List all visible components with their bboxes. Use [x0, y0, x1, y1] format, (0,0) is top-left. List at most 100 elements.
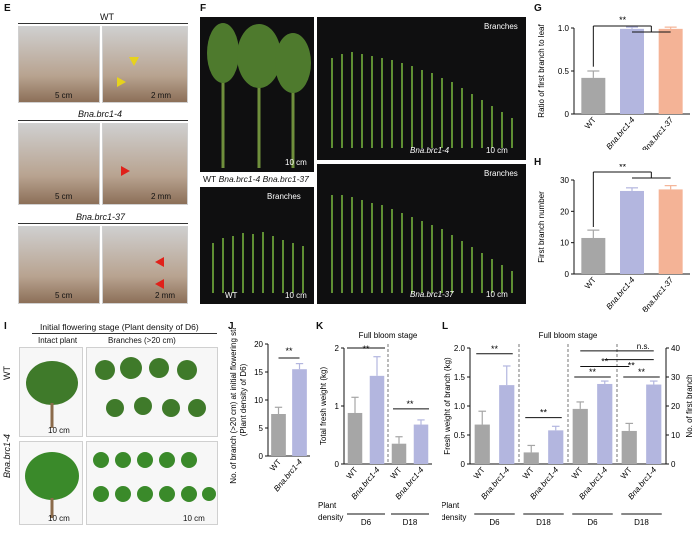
y2-tick-label: 10 [671, 431, 680, 440]
x-tick-label: Bna.brc1-4 [604, 115, 636, 150]
panel-I-row1: WT [2, 366, 12, 380]
plant-silhouettes [207, 23, 311, 168]
yellow-arrow-icon [117, 77, 126, 87]
group-label: D18 [634, 518, 649, 527]
panel-label-I: I [4, 321, 7, 332]
significance-label: ** [601, 357, 609, 367]
bar [621, 430, 637, 464]
branch-silhouettes [212, 232, 304, 293]
bar [499, 385, 515, 464]
group-label: D6 [361, 518, 372, 527]
group-label: D18 [403, 518, 418, 527]
x-tick-label: WT [345, 465, 360, 480]
chart-title: Full bloom stage [359, 331, 418, 340]
y-tick-label: 2.0 [454, 344, 466, 353]
x-tick-label: WT [389, 465, 404, 480]
red-arrow-icon [155, 279, 164, 289]
scale-bar-label: 10 cm [48, 426, 70, 435]
chart-J: 0 5 10 15 20 No. of branch (>20 cm) at initia… [229, 328, 310, 493]
bar [391, 443, 407, 464]
x-tick-label: WT [521, 465, 536, 480]
y-tick-label: 15 [254, 368, 263, 377]
significance-label: ** [589, 367, 597, 377]
yellow-arrow-icon [129, 57, 139, 66]
panel-E-wt-closeup-photo: 2 mm [102, 26, 188, 103]
y-tick-label: 5 [259, 424, 264, 433]
bar [597, 383, 613, 464]
panel-I-wt-plant-photo: 10 cm [19, 347, 83, 437]
bar [413, 424, 429, 464]
bar [347, 412, 363, 464]
bar [271, 414, 286, 456]
branch-silhouettes [331, 195, 513, 293]
panel-F-brc1-4-genotype: Bna.brc1-4 [410, 146, 450, 155]
panel-E-row2-rule [18, 120, 188, 121]
bar [292, 369, 307, 456]
y-axis-label: No. of branch (>20 cm) at initial flower… [229, 328, 238, 484]
panel-label-K: K [316, 321, 324, 332]
panel-F-brc1-4-branches-photo: Branches Bna.brc1-4 10 cm [317, 17, 526, 160]
scale-bar-label: 2 mm [151, 91, 171, 100]
panel-E-brc1-37-plant-photo: 5 cm [18, 226, 100, 304]
panel-I-col2: Branches (>20 cm) [108, 336, 176, 345]
y-tick-label: 2 [335, 344, 340, 353]
scale-bar-label: 10 cm [285, 291, 307, 300]
x-tick-label: WT [583, 275, 598, 290]
significance-label: ** [540, 408, 548, 418]
branch-silhouettes [331, 52, 513, 148]
significance-label: ** [638, 367, 646, 377]
x-tick-label: WT [570, 465, 585, 480]
y-tick-label: 0 [461, 460, 466, 469]
red-arrow-icon [121, 166, 130, 176]
panel-E-row3-rule [18, 223, 188, 224]
group-label: D18 [536, 518, 551, 527]
genotype-label-brc1-37: Bna.brc1-37 [262, 174, 309, 184]
ns-label: n.s. [637, 342, 650, 351]
y-axis-label: (Plant density of D6) [239, 363, 248, 436]
y-tick-label: 0.5 [454, 431, 466, 440]
panel-E-brc1-4-plant-photo: 5 cm [18, 123, 100, 205]
panel-F-wt-genotype: WT [225, 291, 238, 300]
scale-bar-label: 10 cm [486, 146, 508, 155]
group-label: D6 [587, 518, 598, 527]
y-tick-label: 0 [565, 270, 570, 279]
y2-tick-label: 20 [671, 402, 680, 411]
significance-label: ** [619, 164, 627, 172]
panel-label-F: F [200, 3, 207, 14]
y-axis-label: Total fresh weight (kg) [319, 367, 328, 446]
y-tick-label: 20 [254, 340, 263, 349]
x-tick-label: WT [268, 457, 283, 472]
bar [646, 384, 662, 464]
y2-tick-label: 40 [671, 344, 680, 353]
scale-bar-label: 10 cm [48, 514, 70, 523]
red-arrow-icon [155, 257, 164, 267]
panel-E-row3-title: Bna.brc1-37 [76, 212, 126, 222]
bar [548, 430, 564, 464]
scale-bar-label: 2 mm [155, 291, 175, 300]
x-axis-caption: density [442, 513, 466, 522]
significance-label: ** [491, 344, 499, 354]
y-tick-label: 0.5 [558, 67, 570, 76]
panel-I-row2: Bna.brc1-4 [2, 433, 12, 478]
x-tick-label: Bna.brc1-37 [640, 275, 675, 312]
y-axis-label: First branch number [537, 191, 546, 263]
significance-label: ** [406, 399, 414, 409]
x-tick-label: Bna.brc1-4 [604, 275, 636, 311]
panel-label-L: L [442, 321, 449, 332]
y-tick-label: 0 [565, 110, 570, 119]
panel-F-wt-branches-photo: Branches WT 10 cm [200, 187, 314, 304]
chart-G: 0 0.5 1.0 Ratio of first branch to leaf WT Bn… [537, 15, 690, 150]
panel-E-row1-title: WT [100, 12, 114, 22]
panel-E-wt-plant-photo: 5 cm [18, 26, 100, 103]
genotype-label-wt: WT [203, 174, 217, 184]
y2-tick-label: 0 [671, 460, 676, 469]
panel-label-G: G [534, 3, 542, 14]
y-tick-label: 30 [560, 176, 569, 185]
panel-I-col1: Intact plant [38, 336, 78, 345]
genotype-label-brc1-4: Bna.brc1-4 [218, 174, 261, 184]
panel-F-wt-branches-title: Branches [267, 192, 301, 201]
scale-bar-label: 5 cm [55, 91, 73, 100]
significance-label: ** [362, 344, 370, 354]
